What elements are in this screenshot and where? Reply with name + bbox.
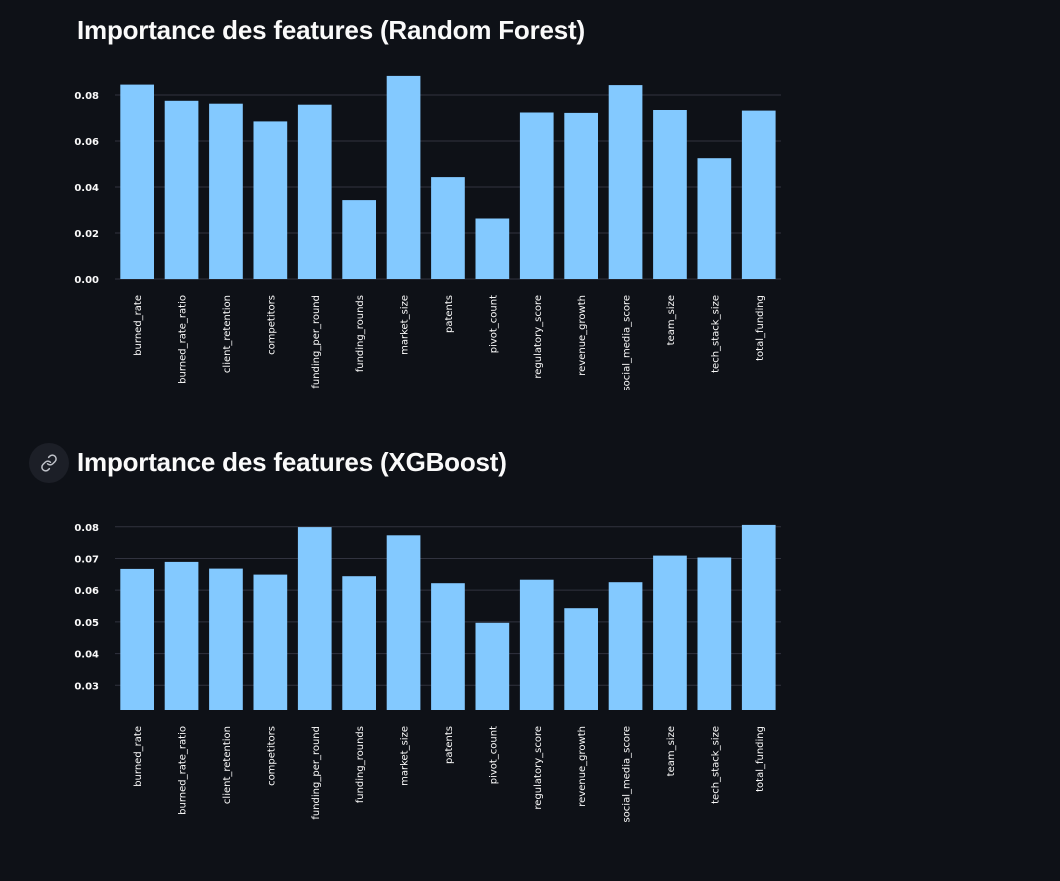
x-tick-label: burned_rate xyxy=(133,295,144,356)
x-tick-label: regulatory_score xyxy=(533,726,544,810)
bar-burned-rate[interactable] xyxy=(120,568,154,710)
bar-funding-per-round[interactable] xyxy=(297,527,332,710)
x-tick-label: patents xyxy=(444,295,455,333)
x-tick-label: social_media_score xyxy=(622,295,633,390)
rf-section: Importance des features (Random Forest) … xyxy=(0,0,1060,430)
bar-team-size[interactable] xyxy=(653,110,687,279)
bar-revenue-growth[interactable] xyxy=(564,608,598,710)
bar-pivot-count[interactable] xyxy=(475,218,510,280)
y-tick-label: 0.00 xyxy=(74,275,99,286)
x-tick-label: pivot_count xyxy=(488,726,499,784)
xgb-bar-chart: 0.03 0.04 0.05 0.06 0.07 0.08 burned_rate burne… xyxy=(74,523,781,823)
x-tick-label: funding_per_round xyxy=(311,295,322,389)
bar-revenue-growth[interactable] xyxy=(564,112,598,280)
rf-chart-title: Importance des features (Random Forest) xyxy=(77,15,585,45)
link-icon xyxy=(41,454,57,472)
bar-regulatory-score[interactable] xyxy=(519,112,554,280)
x-tick-label: revenue_growth xyxy=(577,726,588,807)
bar-market-size[interactable] xyxy=(386,535,421,710)
x-tick-label: pivot_count xyxy=(488,295,499,353)
x-tick-label: client_retention xyxy=(222,726,233,804)
y-tick-label: 0.08 xyxy=(74,523,99,534)
y-tick-label: 0.07 xyxy=(74,554,99,565)
bar-team-size[interactable] xyxy=(653,555,687,710)
y-tick-label: 0.04 xyxy=(74,650,99,661)
bar-social-media-score[interactable] xyxy=(608,582,643,710)
y-tick-label: 0.06 xyxy=(74,137,99,148)
anchor-link-button[interactable] xyxy=(29,443,69,483)
xgb-chart-title: Importance des features (XGBoost) xyxy=(77,447,507,477)
x-tick-label: market_size xyxy=(400,726,411,786)
y-tick-label: 0.03 xyxy=(74,681,99,692)
y-tick-label: 0.08 xyxy=(74,91,99,102)
x-tick-label: competitors xyxy=(266,726,277,786)
bar-burned-rate-ratio[interactable] xyxy=(164,100,199,280)
x-tick-label: total_funding xyxy=(755,726,766,792)
bar-burned-rate[interactable] xyxy=(120,84,154,279)
x-tick-label: tech_stack_size xyxy=(710,295,721,373)
bar-competitors[interactable] xyxy=(253,574,288,710)
rf-bar-chart: 0.00 0.02 0.04 0.06 0.08 burned_rate burned_ra… xyxy=(74,75,781,390)
bar-market-size[interactable] xyxy=(386,75,421,280)
x-tick-label: burned_rate_ratio xyxy=(178,295,189,384)
bar-pivot-count[interactable] xyxy=(475,622,510,710)
y-tick-label: 0.05 xyxy=(74,618,99,629)
x-tick-label: team_size xyxy=(666,295,677,345)
x-tick-label: burned_rate_ratio xyxy=(178,726,189,815)
bar-client-retention[interactable] xyxy=(209,568,243,710)
bar-total-funding[interactable] xyxy=(741,110,776,279)
x-tick-label: market_size xyxy=(400,295,411,355)
bar-patents[interactable] xyxy=(431,177,465,279)
x-tick-label: total_funding xyxy=(755,295,766,361)
bar-funding-per-round[interactable] xyxy=(297,104,332,279)
bar-funding-rounds[interactable] xyxy=(342,576,376,710)
y-tick-label: 0.06 xyxy=(74,586,99,597)
bar-client-retention[interactable] xyxy=(209,103,243,279)
bar-competitors[interactable] xyxy=(253,121,288,280)
x-tick-label: funding_rounds xyxy=(355,726,366,803)
x-tick-label: competitors xyxy=(266,295,277,355)
x-tick-label: funding_rounds xyxy=(355,295,366,372)
x-tick-label: regulatory_score xyxy=(533,295,544,379)
x-tick-label: social_media_score xyxy=(622,726,633,823)
x-tick-label: burned_rate xyxy=(133,726,144,787)
y-tick-label: 0.04 xyxy=(74,183,99,194)
xgb-section: Importance des features (XGBoost) 0.03 0.… xyxy=(0,430,1060,836)
bar-funding-rounds[interactable] xyxy=(342,200,376,279)
y-tick-label: 0.02 xyxy=(74,229,99,240)
x-tick-label: client_retention xyxy=(222,295,233,373)
x-tick-label: tech_stack_size xyxy=(710,726,721,804)
bar-social-media-score[interactable] xyxy=(608,85,643,279)
bar-patents[interactable] xyxy=(431,583,465,710)
bar-total-funding[interactable] xyxy=(741,524,776,710)
bar-burned-rate-ratio[interactable] xyxy=(164,561,199,710)
x-tick-label: revenue_growth xyxy=(577,295,588,376)
bar-tech-stack-size[interactable] xyxy=(697,557,732,711)
x-tick-label: funding_per_round xyxy=(311,726,322,820)
x-tick-label: team_size xyxy=(666,726,677,776)
bar-regulatory-score[interactable] xyxy=(519,579,554,710)
x-tick-label: patents xyxy=(444,726,455,764)
bar-tech-stack-size[interactable] xyxy=(697,158,732,279)
